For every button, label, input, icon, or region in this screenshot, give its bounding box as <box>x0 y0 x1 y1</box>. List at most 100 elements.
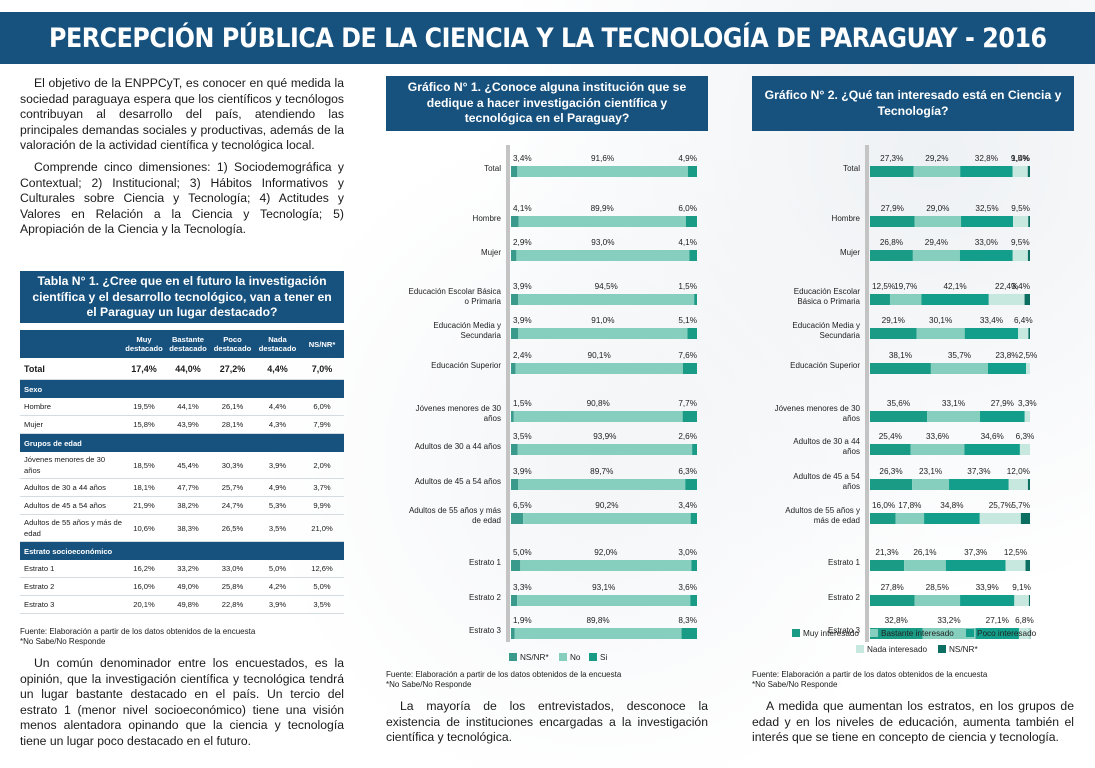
chart2-bar <box>1005 560 1026 571</box>
chart2-data-label: 23,1% <box>919 467 942 476</box>
chart2-data-label: 23,8% <box>995 351 1018 360</box>
chart2-data-label: 32,8% <box>885 616 908 625</box>
chart1-data-label: 1,9% <box>513 616 532 625</box>
chart2-source-text: Fuente: Elaboración a partir de los dato… <box>752 670 988 679</box>
chart1-bar <box>511 595 518 606</box>
chart1-bar <box>687 166 697 177</box>
chart1-note-text: *No Sabe/No Responde <box>386 680 472 689</box>
chart2-data-label: 33,1% <box>942 399 965 408</box>
chart2-data-label: 33,2% <box>937 616 960 625</box>
chart2-data-label: 9,5% <box>1011 238 1030 247</box>
table-section-header: Estrato socioeconómico <box>20 542 344 560</box>
chart1-data-label: 94,5% <box>595 282 618 291</box>
chart1-data-label: 89,7% <box>590 467 613 476</box>
table-cell: 22,8% <box>221 600 244 609</box>
chart2-category-label: Hombre <box>832 214 861 223</box>
table-cell: 4,9% <box>268 483 287 492</box>
chart1-bar <box>681 628 697 639</box>
chart2-legend-label: Nada interesado <box>867 645 928 654</box>
table-row-total: Total 17,4% 44,0% 27,2% 4,4% 7,0% <box>20 358 344 380</box>
chart2-bar <box>870 560 905 571</box>
chart1-bar <box>511 560 521 571</box>
table-cell: 38,3% <box>177 523 199 533</box>
chart2-data-label: 25,7% <box>989 501 1012 510</box>
chart2-data-label: 22,4% <box>995 282 1018 291</box>
chart1-data-label: 3,5% <box>513 432 532 441</box>
table-cell: 10,6% <box>133 523 155 533</box>
chart2-data-label: 35,6% <box>887 399 910 408</box>
chart2-data-label: 35,7% <box>948 351 971 360</box>
chart1-data-label: 2,4% <box>513 351 532 360</box>
chart2-bar <box>1026 363 1030 374</box>
table-cell: 47,7% <box>177 483 199 492</box>
chart2-bar <box>1020 513 1030 524</box>
chart1-data-label: 3,4% <box>678 501 697 510</box>
chart2-bar <box>1019 444 1030 455</box>
table-row: Mujer 15,8% 43,9% 28,1% 4,3% 7,9% <box>20 416 344 434</box>
chart2-data-label: 6,4% <box>1014 316 1033 325</box>
chart2-category-label: Jóvenes menores de 30 años <box>775 404 861 423</box>
intro-paragraph-1: El objetivo de la ENPPCyT, es conocer en… <box>20 76 344 153</box>
chart2-data-label: 34,8% <box>940 501 963 510</box>
chart2-bar <box>870 216 915 227</box>
chart2-bar <box>1028 216 1030 227</box>
table-row: Adultos de 55 años y más de edad 10,6% 3… <box>20 515 344 542</box>
chart1-data-label: 1,5% <box>678 282 697 291</box>
table-cell-label: Adultos de 30 a 44 años <box>24 483 106 492</box>
chart1-bar <box>511 216 519 227</box>
table-row: Adultos de 30 a 44 años 18,1% 47,7% 25,7… <box>20 479 344 497</box>
table-cell: 5,0% <box>313 582 331 591</box>
chart2-data-label: 27,8% <box>881 583 904 592</box>
table-cell: 2,0% <box>313 460 331 470</box>
chart1-category-label: Adultos de 45 a 54 años <box>415 477 501 486</box>
chart2-data-label: 21,3% <box>875 548 898 557</box>
chart2-data-label: 27,3% <box>880 154 903 163</box>
chart2-bar <box>1018 628 1030 639</box>
chart2-data-label: 16,0% <box>872 501 895 510</box>
table-cell: 18,1% <box>133 483 155 492</box>
table-cell: 3,5% <box>313 600 331 609</box>
chart2-bar <box>916 328 965 339</box>
chart1-bar <box>685 216 697 227</box>
chart1-bar <box>682 363 697 374</box>
summary-paragraph-2: La mayoría de los entrevistados, descono… <box>386 699 708 745</box>
intro-paragraph-2: Comprende cinco dimensiones: 1) Sociodem… <box>20 159 344 237</box>
chart2-data-label: 32,8% <box>975 154 998 163</box>
chart1-data-label: 4,1% <box>678 238 697 247</box>
table-cell: 18,5% <box>133 460 155 470</box>
page-header: PERCEPCIÓN PÚBLICA DE LA CIENCIA Y LA TE… <box>0 12 1095 64</box>
chart1-category-label: Educación Media y Secundaria <box>433 321 501 340</box>
chart2-data-label: 33,4% <box>980 316 1003 325</box>
chart2-bar <box>870 479 913 490</box>
table-cell: 15,8% <box>133 420 155 429</box>
chart1-bar <box>511 444 518 455</box>
table-cell: 7,9% <box>313 420 331 429</box>
table-cell: 5,0% <box>268 564 287 573</box>
chart2-legend-swatch <box>938 645 946 653</box>
chart2-category-label: Total <box>843 164 860 173</box>
table-cell: 20,1% <box>133 600 155 609</box>
chart2-data-label: 26,1% <box>913 548 936 557</box>
chart2-bar <box>870 250 913 261</box>
chart1-bar <box>520 560 692 571</box>
chart1-data-label: 91,0% <box>591 316 614 325</box>
chart1-data-label: 90,2% <box>595 501 618 510</box>
chart2-bar <box>922 628 976 639</box>
chart2-bar <box>1008 479 1028 490</box>
table-cell: 4,3% <box>268 420 287 429</box>
chart1-bar <box>517 444 693 455</box>
chart2-bar <box>1027 250 1030 261</box>
chart2-data-label: 34,6% <box>981 432 1004 441</box>
table-cell: 16,2% <box>133 564 155 573</box>
intro-text: El objetivo de la ENPPCyT, es conocer en… <box>20 76 344 244</box>
table-section-header: Sexo <box>20 380 344 398</box>
chart2-data-label: 19,7% <box>894 282 917 291</box>
chart2-bar <box>961 216 1014 227</box>
chart1-data-label: 5,1% <box>678 316 697 325</box>
chart1-bar <box>511 294 519 305</box>
table-cell-label: Jóvenes menores de 30 años <box>24 455 106 475</box>
chart2-data-label: 3,3% <box>1018 399 1037 408</box>
chart2-data-label: 12,0% <box>1007 467 1030 476</box>
table-cell: 44,0% <box>175 363 201 374</box>
